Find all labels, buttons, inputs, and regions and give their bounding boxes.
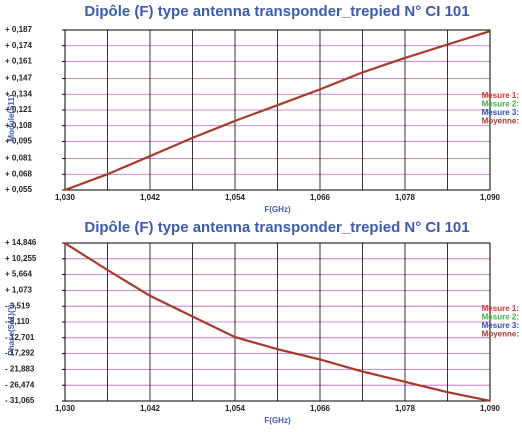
- x-tick-label: 1,042: [140, 404, 161, 413]
- legend-entry: Mesure 2:: [482, 100, 519, 109]
- x-tick-label: 1,054: [225, 404, 246, 413]
- y-tick-label: + 0,187: [5, 25, 32, 34]
- legend-entry: Mesure 3:: [482, 108, 519, 117]
- y-tick-label: - 17,292: [5, 349, 35, 358]
- legend-entry: Moyenne:: [482, 330, 519, 339]
- y-tick-label: + 0,108: [5, 121, 32, 130]
- y-axis-label: Phase(S11)(°): [7, 304, 16, 356]
- y-tick-label: + 0,121: [5, 105, 32, 114]
- data-line: [64, 30, 491, 192]
- y-tick-label: + 0,081: [5, 154, 32, 163]
- y-tick-label: - 3,519: [5, 301, 30, 310]
- legend-entry: Mesure 3:: [482, 321, 519, 330]
- x-axis-label: F(GHz): [264, 205, 291, 214]
- y-tick-label: + 0,055: [5, 185, 32, 194]
- y-tick-label: - 12,701: [5, 333, 35, 342]
- y-tick-label: + 0,095: [5, 137, 32, 146]
- x-tick-label: 1,066: [310, 193, 331, 202]
- legend-entry: Mesure 1:: [482, 91, 519, 100]
- x-axis-label: F(GHz): [264, 416, 291, 425]
- y-tick-label: - 31,065: [5, 396, 35, 405]
- y-tick-label: + 1,073: [5, 286, 32, 295]
- x-tick-label: 1,066: [310, 404, 331, 413]
- x-tick-label: 1,078: [395, 193, 416, 202]
- x-tick-label: 1,090: [480, 193, 501, 202]
- x-tick-label: 1,030: [55, 404, 76, 413]
- y-tick-label: + 0,068: [5, 169, 32, 178]
- x-tick-label: 1,090: [480, 404, 501, 413]
- y-tick-label: + 5,664: [5, 270, 32, 279]
- legend-entry: Mesure 2:: [482, 313, 519, 322]
- plot-frame: [64, 29, 491, 191]
- chart-title: Dipôle (F) type antenna transponder_trep…: [84, 3, 469, 20]
- data-line: [64, 242, 491, 402]
- y-tick-label: + 14,846: [5, 238, 37, 247]
- y-tick-label: + 10,255: [5, 254, 37, 263]
- plot-frame: [64, 242, 491, 402]
- legend-entry: Mesure 1:: [482, 304, 519, 313]
- y-tick-label: + 0,147: [5, 74, 32, 83]
- y-tick-label: + 0,174: [5, 41, 32, 50]
- x-tick-label: 1,078: [395, 404, 416, 413]
- y-axis-label: Module(S11): [7, 94, 16, 141]
- chart-title: Dipôle (F) type antenna transponder_trep…: [84, 219, 469, 236]
- x-tick-label: 1,030: [55, 193, 76, 202]
- y-tick-label: + 0,161: [5, 57, 32, 66]
- y-tick-label: - 26,474: [5, 380, 35, 389]
- legend-entry: Moyenne:: [482, 117, 519, 126]
- y-tick-label: - 8,110: [5, 317, 30, 326]
- x-tick-label: 1,042: [140, 193, 161, 202]
- x-tick-label: 1,054: [225, 193, 246, 202]
- y-tick-label: - 21,883: [5, 365, 35, 374]
- y-tick-label: + 0,134: [5, 89, 32, 98]
